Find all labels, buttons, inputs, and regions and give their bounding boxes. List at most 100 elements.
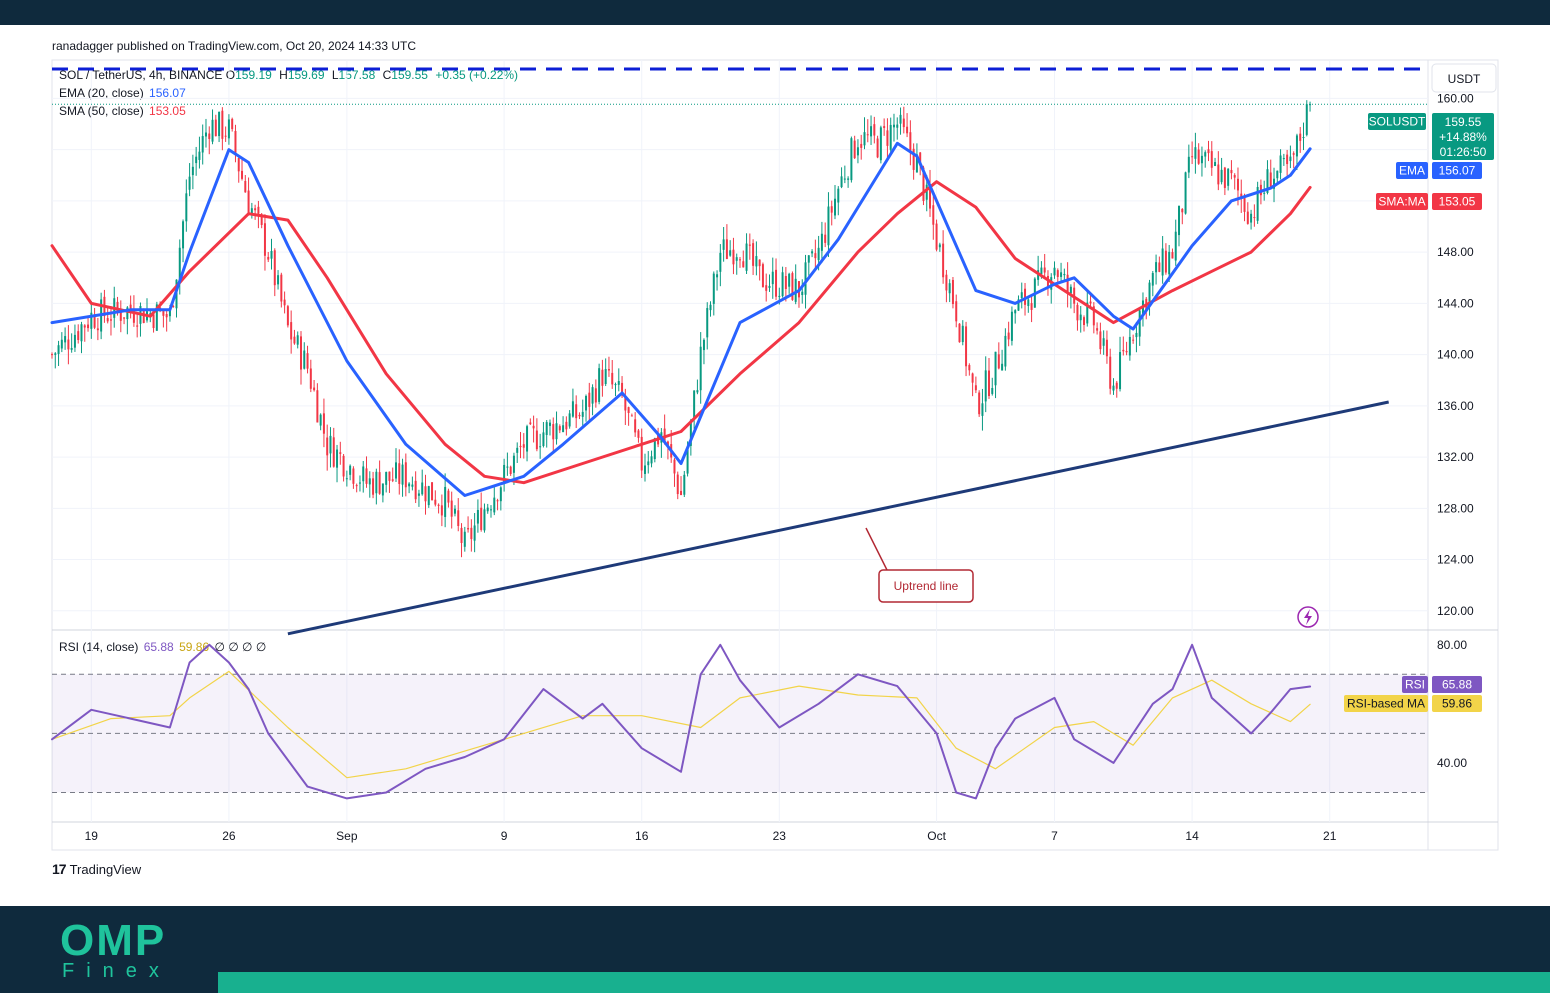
candle-body xyxy=(647,461,650,466)
uptrend-line xyxy=(287,400,1389,636)
candle-body xyxy=(919,152,922,166)
candle-body xyxy=(404,462,407,488)
candle-body xyxy=(1246,211,1249,224)
candle-body xyxy=(280,274,283,302)
candle-body xyxy=(506,466,509,468)
alert-lightning-glyph xyxy=(1304,609,1312,625)
sma-50-line xyxy=(50,180,1312,485)
candle-body xyxy=(398,463,401,484)
candle-body xyxy=(185,193,188,222)
candle-body xyxy=(375,471,378,494)
candle-body xyxy=(1158,262,1161,272)
candle-body xyxy=(676,474,679,495)
candle-body xyxy=(480,507,483,530)
candle-body xyxy=(1233,175,1236,178)
candle-body xyxy=(1119,352,1122,390)
candle-body xyxy=(368,478,371,485)
candle-body xyxy=(1279,155,1282,173)
candle-body xyxy=(1207,149,1210,154)
candle-body xyxy=(237,158,240,172)
candle-body xyxy=(1276,170,1279,179)
candle-body xyxy=(987,370,990,396)
candle-body xyxy=(254,208,257,211)
ema-legend[interactable]: EMA (20, close) 156.07 xyxy=(59,86,186,100)
candle-body xyxy=(817,247,820,261)
candle-body xyxy=(149,313,152,315)
candle-body xyxy=(991,387,994,394)
candle-body xyxy=(847,178,850,180)
candle-body xyxy=(870,126,873,137)
candle-body xyxy=(499,487,502,502)
candle-body xyxy=(1191,156,1194,158)
countdown-tag: 01:26:50 xyxy=(1440,145,1487,159)
candle-body xyxy=(165,314,168,318)
candle-body xyxy=(132,308,135,323)
candle-body xyxy=(594,388,597,403)
candle-body xyxy=(735,257,738,261)
candle-body xyxy=(555,423,558,440)
plot-frame xyxy=(51,59,1499,851)
candle-body xyxy=(532,425,535,429)
candle-body xyxy=(948,283,951,294)
sma-legend[interactable]: SMA (50, close) 153.05 xyxy=(59,104,186,118)
candle-body xyxy=(748,244,751,246)
candle-body xyxy=(719,252,722,272)
symbol-label[interactable]: SOL / TetherUS, 4h, BINANCE xyxy=(59,68,223,82)
candle-body xyxy=(512,455,515,473)
low-value: 157.58 xyxy=(338,68,376,82)
candle-body xyxy=(889,124,892,150)
candle-body xyxy=(316,390,319,423)
candle-body xyxy=(598,368,601,402)
candle-body xyxy=(775,269,778,297)
candle-body xyxy=(155,304,158,331)
candle-body xyxy=(621,382,624,396)
rsi-legend-label: RSI (14, close) xyxy=(59,640,139,654)
candle-body xyxy=(516,447,519,453)
candle-body xyxy=(739,259,741,261)
candle-body xyxy=(856,147,859,156)
candle-body xyxy=(791,273,794,300)
candle-body xyxy=(277,275,280,285)
candle-body xyxy=(752,243,755,266)
candle-body xyxy=(329,435,332,454)
candle-body xyxy=(1020,292,1023,299)
candle-body xyxy=(522,444,525,448)
tradingview-logo[interactable]: 17 TradingView xyxy=(52,861,141,877)
candle-body xyxy=(725,239,728,259)
rsi-tick-label: 80.00 xyxy=(1437,638,1467,652)
candle-body xyxy=(411,484,414,487)
rsi-legend-value: 65.88 xyxy=(143,640,174,654)
high-label: H xyxy=(279,68,288,82)
candle-body xyxy=(758,259,761,267)
candle-body xyxy=(997,354,1000,369)
candle-body xyxy=(224,135,227,137)
candle-body xyxy=(834,198,837,216)
candle-body xyxy=(788,273,791,287)
candle-body xyxy=(755,256,758,267)
sma-legend-value: 153.05 xyxy=(149,104,186,118)
candle-body xyxy=(486,507,489,512)
candle-body xyxy=(709,304,712,311)
candle-body xyxy=(951,279,954,305)
ema-legend-label: EMA (20, close) xyxy=(59,86,144,100)
price-tick-label: 148.00 xyxy=(1437,245,1474,259)
candle-body xyxy=(906,126,909,134)
candle-body xyxy=(761,264,764,288)
candle-body xyxy=(306,353,309,369)
candle-body xyxy=(1227,168,1230,186)
close-label: C xyxy=(382,68,392,82)
sma-value-tag: 153.05 xyxy=(1439,195,1476,209)
candle-body xyxy=(843,178,846,180)
candle-body xyxy=(840,176,843,188)
candle-body xyxy=(444,486,447,517)
candle-body xyxy=(96,328,99,331)
rsi-ma-tag-bg xyxy=(1344,695,1428,712)
candle-body xyxy=(1243,196,1246,212)
ema-tag: EMA xyxy=(1399,164,1425,178)
candle-body xyxy=(365,468,368,484)
candle-body xyxy=(109,319,112,321)
candle-body xyxy=(545,422,548,436)
candle-body xyxy=(860,143,863,148)
candle-body xyxy=(899,114,902,124)
